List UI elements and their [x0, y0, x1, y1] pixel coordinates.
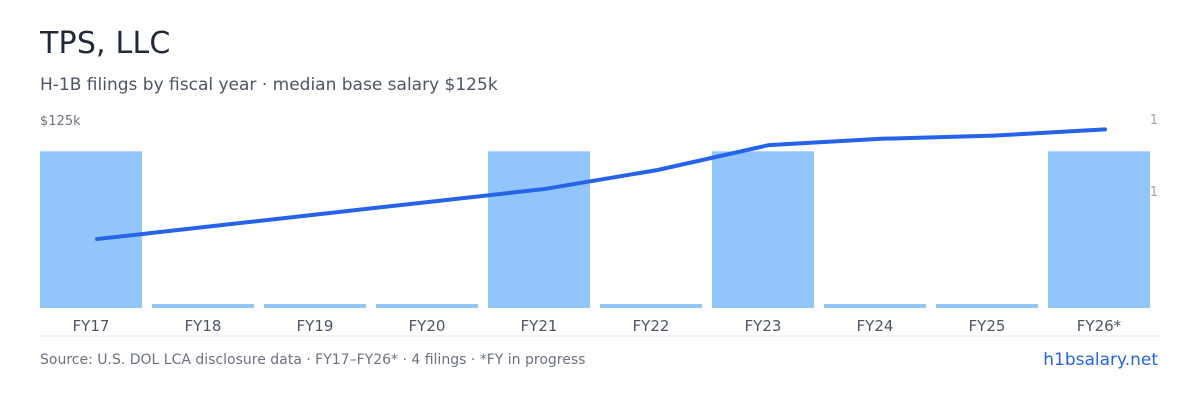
x-tick-label: FY21	[521, 317, 558, 335]
x-tick-label: FY17	[73, 317, 110, 335]
brand-link[interactable]: h1bsalary.net	[1043, 350, 1158, 370]
chart-title: TPS, LLC	[40, 26, 171, 61]
bar-fy26-star	[1048, 151, 1150, 308]
bar-fy20	[376, 304, 478, 308]
salary-line	[95, 127, 1107, 242]
chart-subtitle: H-1B filings by fiscal year · median bas…	[40, 75, 498, 95]
left-axis-label: $125k	[40, 114, 81, 129]
bar-fy25	[936, 304, 1038, 308]
x-tick-label: FY24	[857, 317, 894, 335]
bar-fy19	[264, 304, 366, 308]
right-axis-label: 1	[1150, 185, 1158, 200]
x-tick-label: FY26*	[1077, 317, 1122, 335]
bar-fy17	[40, 151, 142, 308]
bar-fy21	[488, 151, 590, 308]
x-tick-label: FY25	[969, 317, 1006, 335]
x-tick-label: FY19	[297, 317, 334, 335]
x-tick-label: FY20	[409, 317, 446, 335]
source-note: Source: U.S. DOL LCA disclosure data · F…	[40, 352, 586, 368]
x-tick-label: FY18	[185, 317, 222, 335]
bar-fy22	[600, 304, 702, 308]
x-tick-label: FY23	[745, 317, 782, 335]
bar-fy18	[152, 304, 254, 308]
bar-fy24	[824, 304, 926, 308]
bar-fy23	[712, 151, 814, 308]
x-tick-label: FY22	[633, 317, 670, 335]
right-axis-label: 1	[1150, 113, 1158, 128]
